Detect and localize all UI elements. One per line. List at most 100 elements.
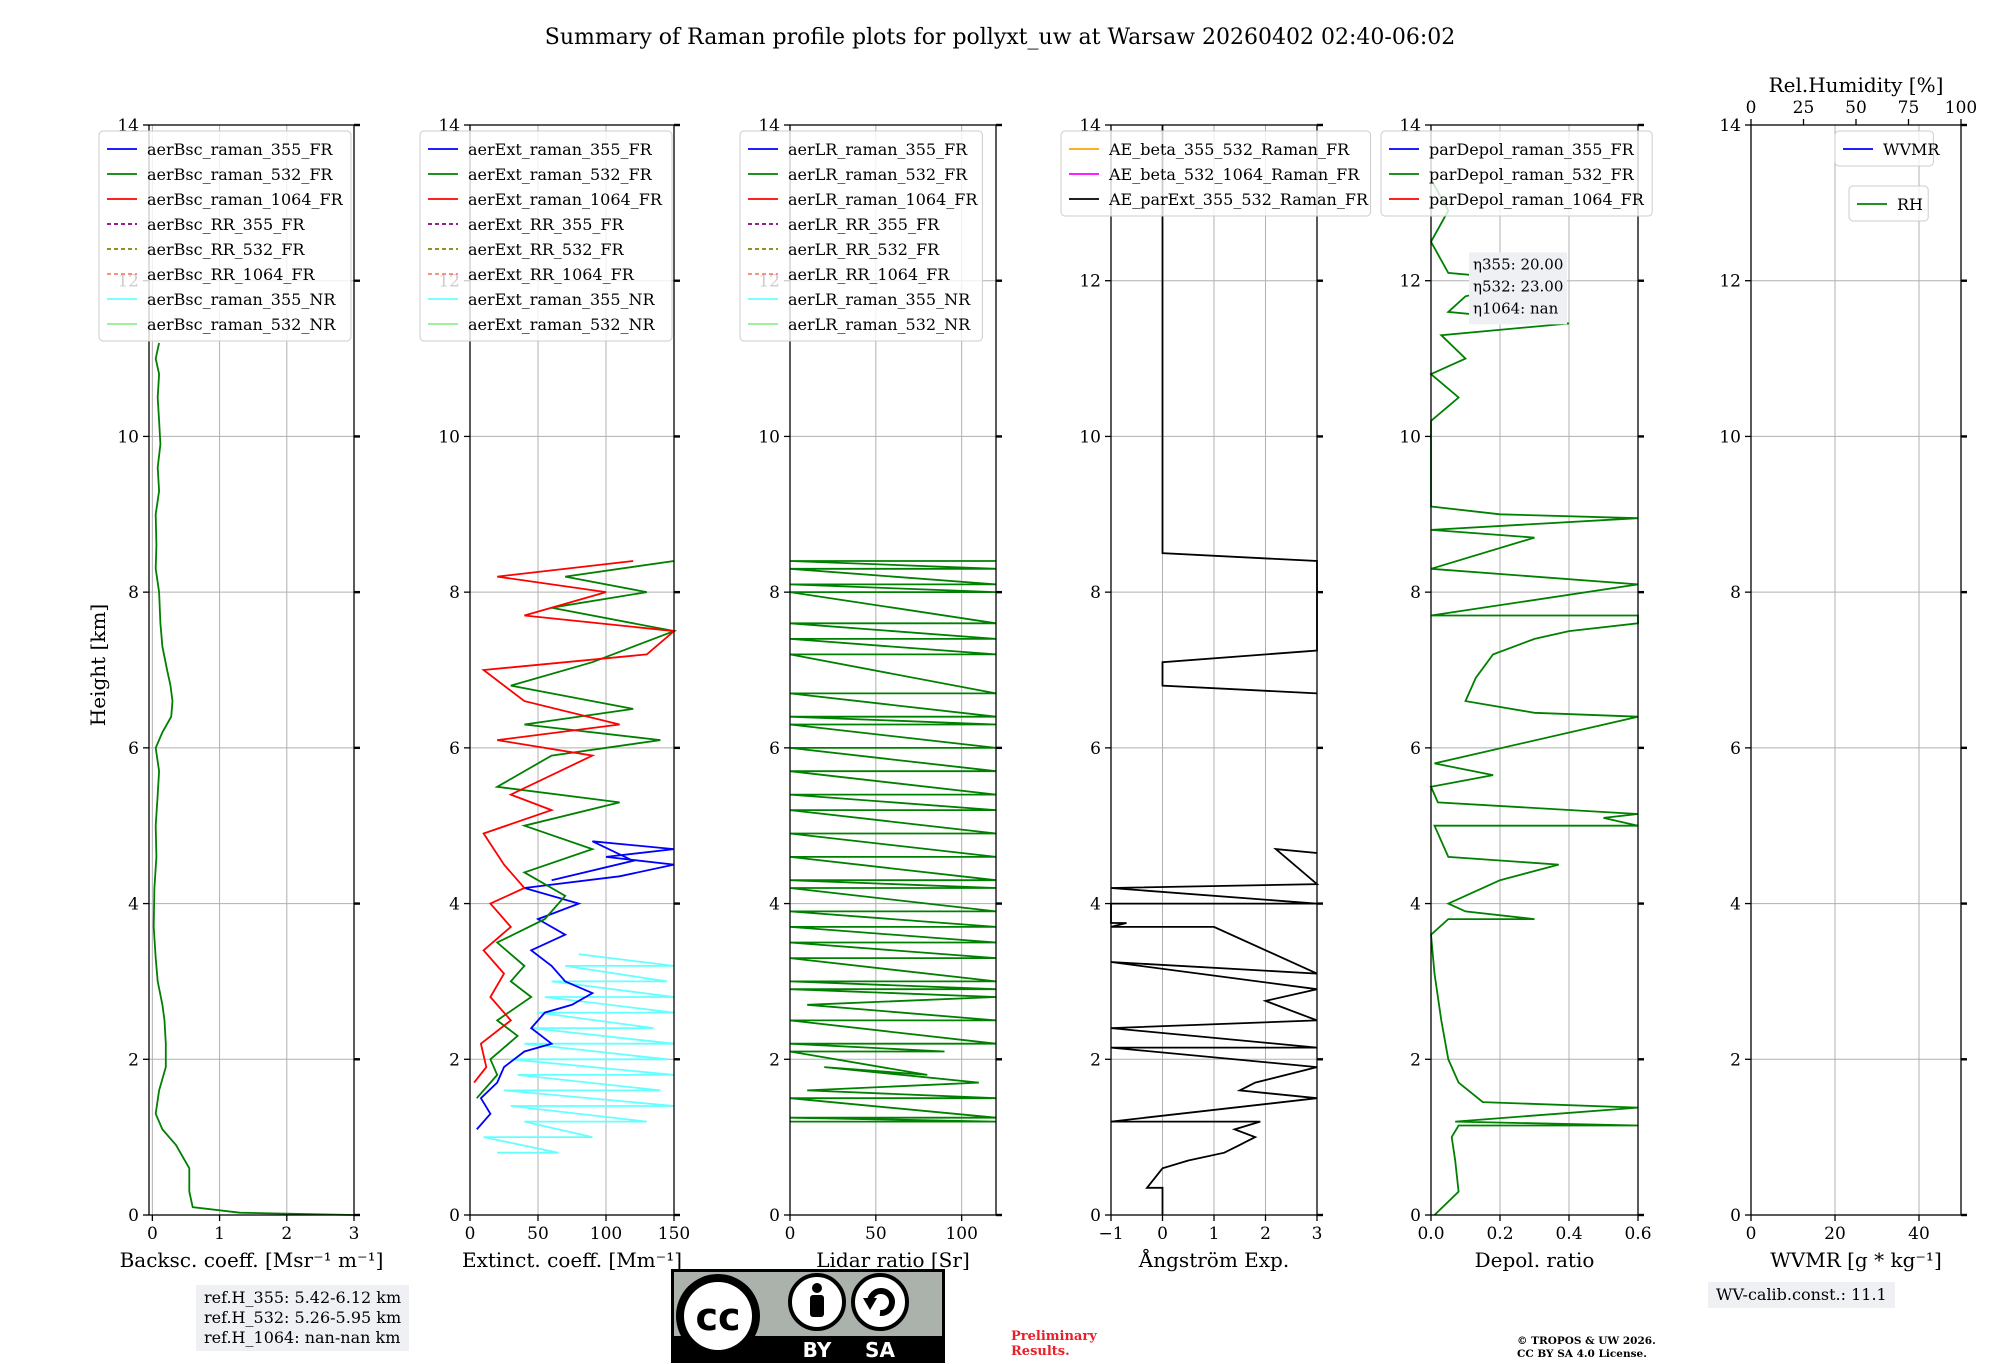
- legend-label: aerExt_raman_355_NR: [468, 290, 656, 309]
- x-tick-label: 40: [1908, 1224, 1930, 1244]
- series-line-aerBsc_raman_532_FR: [152, 342, 355, 1216]
- legend-label: AE_parExt_355_532_Raman_FR: [1108, 190, 1369, 209]
- legend-label: aerBsc_raman_532_NR: [147, 315, 336, 334]
- x-tick-label: 2: [281, 1224, 292, 1244]
- copyright-line-2: CC BY SA 4.0 License.: [1517, 1348, 1647, 1360]
- y-tick-label: 4: [1730, 895, 1741, 915]
- copyright-line-1: © TROPOS & UW 2026.: [1517, 1335, 1656, 1347]
- series-line-aerExt_raman_532_FR: [476, 560, 678, 1099]
- ref-height-box: ref.H_355: 5.42-6.12 km ref.H_532: 5.26-…: [196, 1285, 410, 1351]
- sa-icon-arc: [867, 1288, 895, 1317]
- y-tick-label: 8: [769, 583, 780, 603]
- eta-annotation: η1064: nan: [1473, 299, 1559, 317]
- y-tick-label: 2: [449, 1050, 460, 1070]
- series-line-aerLR_raman_532_FR: [789, 560, 997, 1123]
- ref-height-1064: ref.H_1064: nan-nan km: [204, 1328, 401, 1347]
- eta-annotation: η355: 20.00: [1473, 255, 1563, 273]
- y-tick-label: 4: [128, 895, 139, 915]
- badge-cc-text: cc: [695, 1295, 740, 1339]
- legend-label: AE_beta_532_1064_Raman_FR: [1108, 165, 1360, 184]
- copyright-note: © TROPOS & UW 2026. CC BY SA 4.0 License…: [1517, 1335, 1656, 1361]
- legend-label: aerLR_raman_355_FR: [788, 140, 968, 159]
- legend-label: aerBsc_raman_355_NR: [147, 290, 336, 309]
- y-tick-label: 2: [1090, 1050, 1101, 1070]
- y-tick-label: 4: [449, 895, 460, 915]
- y-tick-label: 0: [1730, 1206, 1741, 1226]
- x-tick-label: 0: [785, 1224, 796, 1244]
- x-axis-label: Backsc. coeff. [Msr⁻¹ m⁻¹]: [120, 1248, 384, 1272]
- by-icon-body: [810, 1295, 824, 1317]
- top-x-tick-label: 100: [1945, 98, 1977, 118]
- top-axis-label: Rel.Humidity [%]: [1769, 73, 1944, 97]
- y-tick-label: 8: [128, 583, 139, 603]
- x-axis-label: Extinct. coeff. [Mm⁻¹]: [462, 1248, 682, 1272]
- legend: aerLR_raman_355_FR aerLR_raman_532_FR aerL…: [739, 130, 983, 342]
- eta-annotation-box: [1469, 252, 1567, 325]
- x-axis-label: WVMR [g * kg⁻¹]: [1770, 1248, 1942, 1272]
- y-tick-label: 6: [449, 739, 460, 759]
- y-tick-label: 12: [1399, 272, 1421, 292]
- legend-frame: [1060, 130, 1372, 217]
- y-tick-label: 10: [1079, 427, 1101, 447]
- legend-label: parDepol_raman_355_FR: [1429, 140, 1635, 159]
- series-line-aerExt_raman_355_NR: [483, 953, 675, 1154]
- legend-label: parDepol_raman_532_FR: [1429, 165, 1635, 184]
- legend-rh: RH: [1848, 185, 1929, 222]
- legend-label: aerBsc_RR_355_FR: [147, 215, 305, 234]
- x-tick-label: 0: [1746, 1224, 1757, 1244]
- y-tick-label: 2: [1730, 1050, 1741, 1070]
- ref-height-532: ref.H_532: 5.26-5.95 km: [204, 1308, 402, 1327]
- x-tick-label: 100: [590, 1224, 622, 1244]
- y-tick-label: 0: [1410, 1206, 1421, 1226]
- y-tick-label: 2: [128, 1050, 139, 1070]
- x-tick-label: 2: [1260, 1224, 1271, 1244]
- y-tick-label: 4: [1090, 895, 1101, 915]
- ref-height-355: ref.H_355: 5.42-6.12 km: [204, 1288, 402, 1307]
- legend-label: aerLR_RR_532_FR: [788, 240, 940, 259]
- legend-label: aerLR_RR_355_FR: [788, 215, 940, 234]
- panel-bsc: 024681012140123Backsc. coeff. [Msr⁻¹ m⁻¹…: [98, 116, 384, 1272]
- cc-by-sa-badge: cc BY SA: [671, 1269, 945, 1363]
- preliminary-line-2: Results.: [1011, 1344, 1070, 1359]
- panel-ext: 02468101214050100150Extinct. coeff. [Mm⁻…: [419, 116, 690, 1272]
- y-tick-label: 10: [1399, 427, 1421, 447]
- badge-sa-text: SA: [865, 1338, 895, 1362]
- x-tick-label: 50: [527, 1224, 549, 1244]
- sa-icon-arrow: [863, 1298, 877, 1310]
- legend-label: aerBsc_raman_355_FR: [147, 140, 333, 159]
- x-axis-label: Depol. ratio: [1475, 1248, 1595, 1272]
- top-x-tick-label: 25: [1793, 98, 1815, 118]
- legend-label: aerExt_raman_532_NR: [468, 315, 656, 334]
- y-tick-label: 0: [128, 1206, 139, 1226]
- legend-label: RH: [1897, 195, 1923, 214]
- badge-cc-circle: [684, 1282, 752, 1350]
- y-tick-label: 10: [117, 427, 139, 447]
- legend-frame: [739, 130, 983, 342]
- y-tick-label: 10: [758, 427, 780, 447]
- y-tick-label: 6: [1090, 739, 1101, 759]
- x-axis-label: Ångström Exp.: [1138, 1247, 1289, 1272]
- plot-frame: [1430, 124, 1639, 1216]
- legend-label: WVMR: [1883, 140, 1940, 159]
- legend: WVMR: [1834, 130, 1940, 167]
- legend: aerBsc_raman_355_FR aerBsc_raman_532_FRae…: [98, 130, 352, 342]
- legend-label: aerExt_raman_355_FR: [468, 140, 653, 159]
- y-tick-label: 4: [1410, 895, 1421, 915]
- x-axis-label: Lidar ratio [Sr]: [816, 1248, 970, 1272]
- legend: parDepol_raman_355_FR parDepol_raman_532_…: [1380, 130, 1653, 217]
- legend-label: aerBsc_RR_1064_FR: [147, 265, 316, 284]
- y-tick-label: 10: [438, 427, 460, 447]
- y-axis-label: Height [km]: [86, 604, 110, 726]
- y-tick-label: 2: [1410, 1050, 1421, 1070]
- legend-label: aerLR_RR_1064_FR: [788, 265, 950, 284]
- legend-label: aerLR_raman_532_FR: [788, 165, 968, 184]
- legend-label: aerBsc_raman_1064_FR: [147, 190, 344, 209]
- eta-annotation: η532: 23.00: [1473, 277, 1563, 295]
- x-tick-label: 150: [658, 1224, 690, 1244]
- legend-label: aerExt_raman_1064_FR: [468, 190, 663, 209]
- chart-panels: 024681012140123Backsc. coeff. [Msr⁻¹ m⁻¹…: [98, 73, 1977, 1272]
- y-tick-label: 0: [1090, 1206, 1101, 1226]
